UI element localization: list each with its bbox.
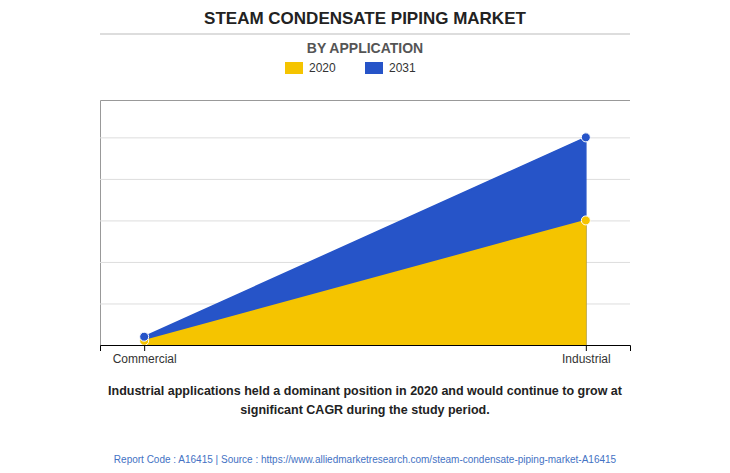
footer: Report Code : A16415 | Source : https://… xyxy=(114,454,617,465)
area xyxy=(144,220,586,345)
area xyxy=(144,137,586,345)
legend-label: 2020 xyxy=(309,61,336,75)
plot-area: Commercial Industrial xyxy=(100,101,631,366)
legend-item: 2020 xyxy=(285,61,336,75)
point xyxy=(140,332,149,341)
title: STEAM CONDENSATE PIPING MARKET xyxy=(204,9,526,28)
x-tick-label: Industrial xyxy=(562,352,611,366)
legend-item: 2031 xyxy=(365,61,416,75)
annotation: significant CAGR during the study period… xyxy=(240,403,489,417)
legend-swatch xyxy=(365,62,383,74)
y-tick xyxy=(100,137,630,138)
point xyxy=(581,133,590,142)
x-tick: Commercial xyxy=(113,345,177,366)
point xyxy=(581,216,590,225)
legend: 2020 2031 xyxy=(285,61,416,75)
legend-label: 2031 xyxy=(389,61,416,75)
x-tick-label: Commercial xyxy=(113,352,177,366)
x-tick: Industrial xyxy=(562,345,611,366)
x-tick-mark xyxy=(586,345,587,351)
legend-swatch xyxy=(285,62,303,74)
grid-line xyxy=(100,137,630,138)
x-axis-line xyxy=(101,346,631,352)
y-axis xyxy=(100,101,630,346)
annotation: Industrial applications held a dominant … xyxy=(108,384,623,398)
x-axis: Commercial Industrial xyxy=(101,345,631,366)
subtitle: BY APPLICATION xyxy=(307,40,423,56)
chart: STEAM CONDENSATE PIPING MARKET BY APPLICA… xyxy=(0,0,730,473)
x-tick-mark xyxy=(144,345,145,351)
separator xyxy=(100,34,630,35)
marks xyxy=(140,133,591,345)
y-axis-line xyxy=(101,101,631,346)
